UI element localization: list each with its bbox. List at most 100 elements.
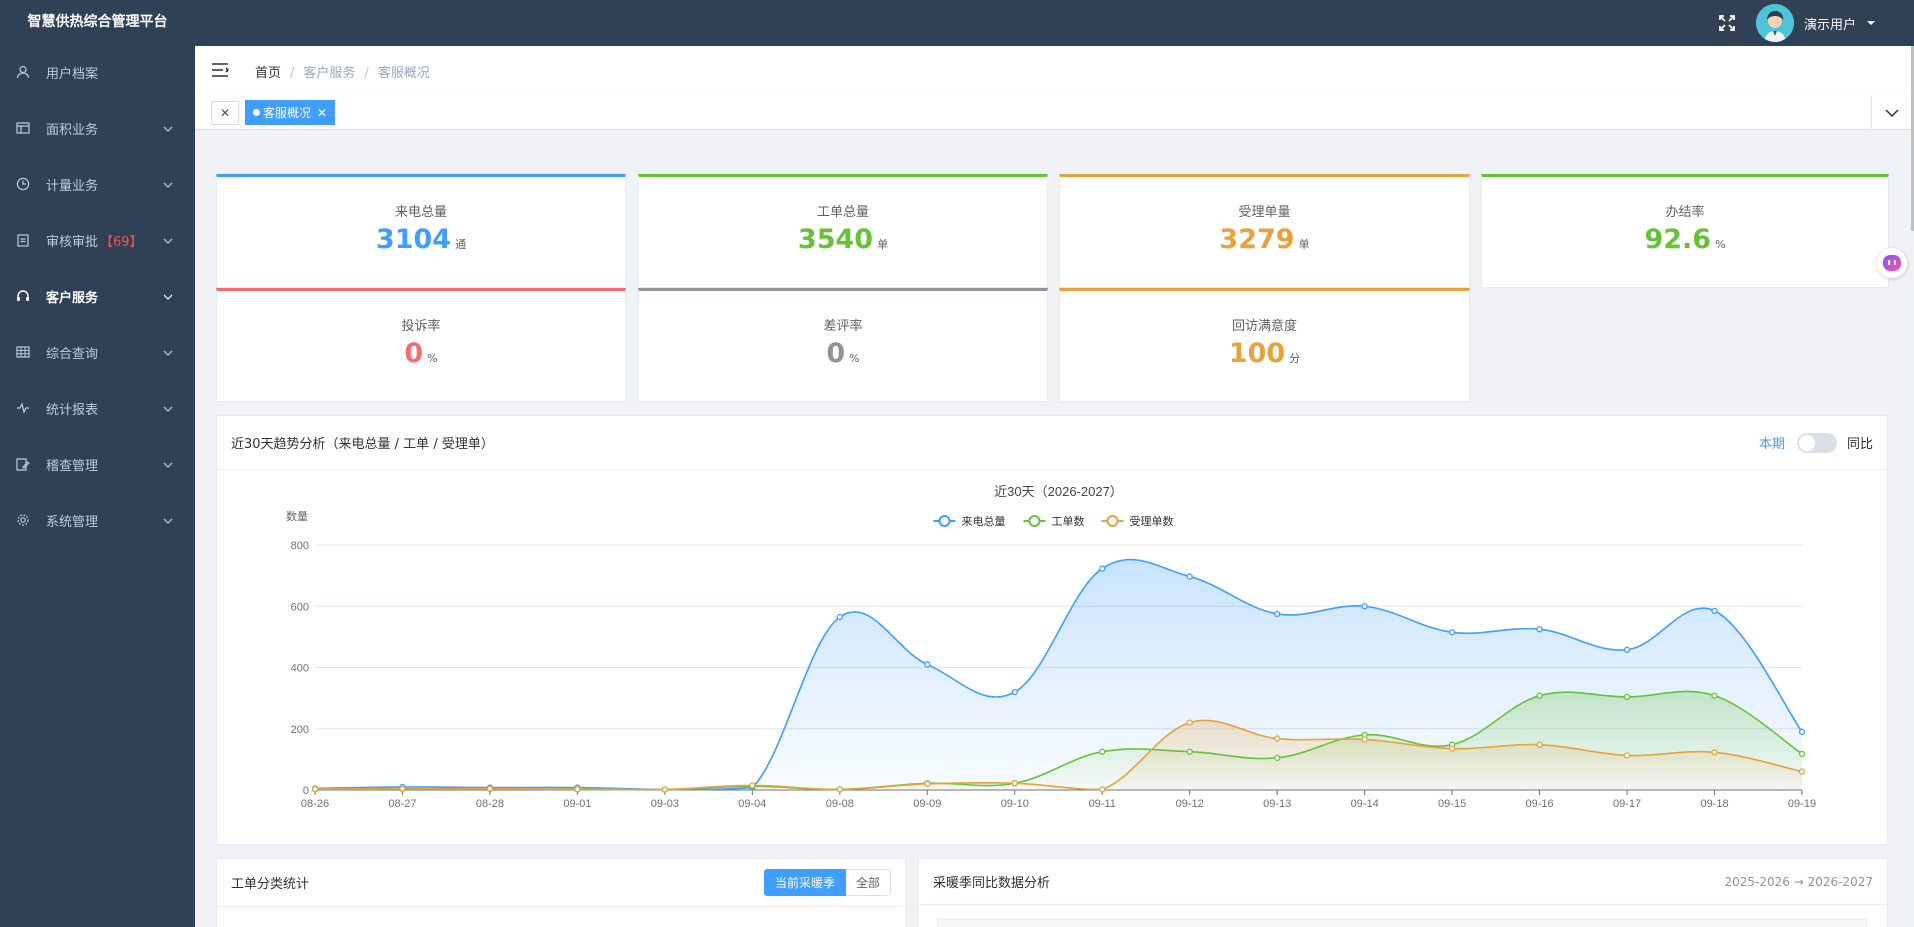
stat-value-group: 3540 单 (639, 224, 1047, 255)
sidebar-item-label: 客户服务 (46, 290, 99, 306)
stat-card: 回访满意度 100 分 (1059, 288, 1470, 402)
stat-unit: % (1715, 238, 1726, 251)
yoy-toggle[interactable] (1796, 432, 1837, 453)
data-point (836, 786, 843, 793)
stat-value-group: 0% (217, 338, 625, 369)
tag-dot-icon (253, 109, 260, 116)
stat-label: 差评率 (823, 319, 863, 334)
data-point (1186, 748, 1193, 755)
work-order-panel-header: 工单分类统计 当前采暖季 全部 (217, 859, 905, 907)
y-tick-label: 800 (291, 540, 309, 552)
stat-unit: 单 (1298, 238, 1310, 251)
sidebar-item-label: 稽查管理 (46, 458, 99, 474)
sidebar-item[interactable]: 用户档案 (0, 44, 195, 100)
data-point (1099, 748, 1106, 755)
grid-icon (16, 345, 30, 359)
clock-icon (16, 177, 30, 191)
x-tick-label: 08-28 (476, 798, 504, 810)
data-point (1536, 692, 1543, 699)
stat-value: 0 (404, 338, 424, 369)
robot-icon (1883, 255, 1901, 271)
current-season-button[interactable]: 当前采暖季 (763, 869, 846, 896)
user-icon (16, 65, 30, 79)
stat-card: 受理单量 3279 单 (1059, 174, 1470, 288)
fullscreen-icon[interactable] (1716, 12, 1738, 34)
stat-value-group: 0% (639, 338, 1047, 369)
caret-down-icon[interactable] (1866, 16, 1876, 31)
x-tick-label: 08-27 (388, 798, 416, 810)
gear-icon (16, 513, 30, 527)
data-point (1536, 741, 1543, 748)
stat-value-group: 3104 通 (217, 224, 625, 255)
sidebar-item[interactable]: 审核审批 【69】 (0, 212, 195, 268)
period-label[interactable]: 本期 (1758, 437, 1785, 452)
avatar[interactable] (1755, 4, 1794, 42)
data-point (311, 785, 319, 793)
chevron-down-icon (163, 458, 173, 473)
stat-card: 办结率 92.6% (1481, 174, 1889, 288)
data-point (1448, 629, 1456, 636)
y-tick-label: 600 (291, 601, 309, 613)
data-point (1186, 573, 1193, 580)
close-all-tags-button[interactable]: ✕ (211, 101, 239, 125)
data-point (1711, 607, 1718, 614)
tag-active[interactable]: 客服概况 ✕ (245, 100, 336, 125)
hamburger-icon[interactable] (211, 61, 231, 81)
pending-count-badge: 【69】 (100, 234, 143, 250)
period-switch: 本期 同比 (1758, 432, 1873, 453)
x-tick-label: 09-19 (1788, 798, 1816, 810)
stat-label: 办结率 (1665, 205, 1705, 220)
top-header: 演示用户 (195, 0, 1914, 46)
page-scrollbar[interactable] (1911, 46, 1914, 927)
tags-dropdown-button[interactable] (1871, 96, 1911, 130)
sidebar-item[interactable]: 系统管理 (0, 492, 195, 548)
legend-label: 来电总量 (962, 514, 1006, 528)
stat-card: 来电总量 3104 通 (216, 174, 626, 288)
sidebar-item[interactable]: 计量业务 (0, 156, 195, 212)
user-area: 演示用户 (1716, 0, 1876, 46)
data-point (1536, 626, 1543, 633)
data-point (1798, 768, 1806, 775)
stat-unit: 单 (877, 238, 889, 251)
data-point (749, 782, 756, 789)
navbar: 首页 / 客户服务 / 客服概况 (195, 46, 1911, 96)
sidebar-item[interactable]: 综合查询 (0, 324, 195, 380)
all-seasons-button[interactable]: 全部 (845, 869, 891, 896)
yoy-label[interactable]: 同比 (1846, 437, 1873, 452)
data-point (924, 780, 931, 788)
stat-label: 受理单量 (1238, 205, 1291, 220)
sidebar-item-label: 用户档案 (46, 66, 99, 82)
sidebar-item[interactable]: 稽查管理 (0, 436, 195, 492)
season-segmented-control: 当前采暖季 全部 (763, 869, 891, 896)
breadcrumb-separator: / (290, 65, 295, 81)
user-name[interactable]: 演示用户 (1803, 17, 1856, 33)
sidebar-item[interactable]: 统计报表 (0, 380, 195, 436)
season-panel-title: 采暖季同比数据分析 (933, 876, 1051, 891)
headset-icon (16, 289, 30, 303)
stat-label: 来电总量 (394, 205, 447, 220)
breadcrumb: 首页 / 客户服务 / 客服概况 (255, 62, 430, 81)
breadcrumb-item: 客户服务 (303, 65, 356, 81)
data-point (1361, 736, 1368, 743)
stat-card: 投诉率 0% (216, 288, 626, 402)
chevron-down-icon (163, 234, 173, 249)
sidebar-item[interactable]: 面积业务 (0, 100, 195, 156)
legend-label: 受理单数 (1130, 515, 1174, 528)
data-point (1623, 646, 1631, 653)
stat-value-group: 100 分 (1060, 338, 1469, 369)
toggle-knob (1798, 434, 1815, 451)
stat-label: 回访满意度 (1231, 319, 1297, 334)
data-point (574, 785, 581, 793)
scrollbar-thumb[interactable] (1911, 46, 1914, 231)
assistant-bot-button[interactable] (1877, 248, 1907, 278)
data-point (1099, 786, 1106, 793)
x-tick-label: 09-11 (1089, 798, 1116, 810)
sidebar-item[interactable]: 客户服务 (0, 268, 195, 324)
chevron-down-icon (163, 178, 173, 193)
data-point (1099, 565, 1106, 572)
breadcrumb-home[interactable]: 首页 (255, 65, 282, 81)
tag-close-icon[interactable]: ✕ (317, 105, 328, 120)
stat-value-group: 3279 单 (1060, 224, 1469, 255)
tag-label: 客服概况 (263, 106, 312, 120)
sidebar: 智慧供热综合管理平台 用户档案 面积业务 计量业务 审核审批 【69】 客户服务 综合查询统… (0, 0, 195, 927)
